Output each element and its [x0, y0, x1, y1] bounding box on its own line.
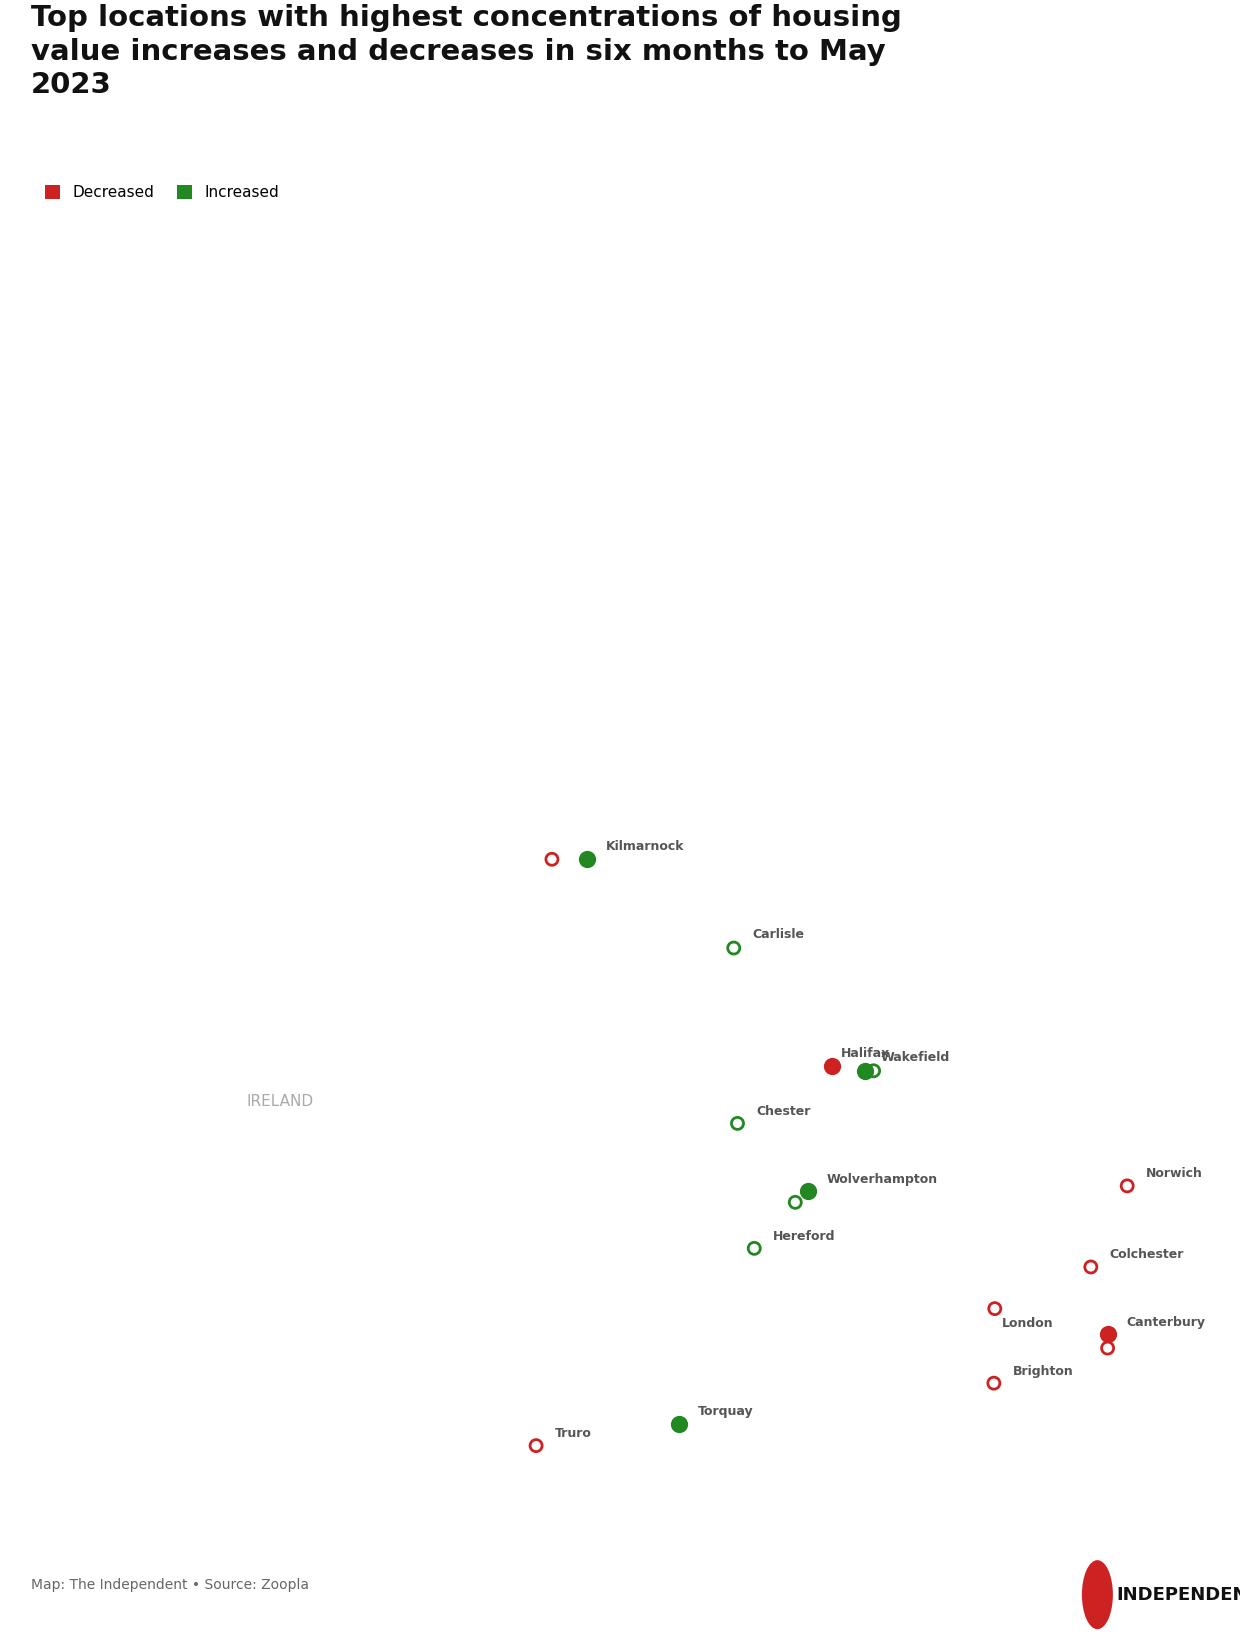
Ellipse shape — [1081, 1560, 1114, 1629]
Legend: Decreased, Increased: Decreased, Increased — [38, 179, 285, 206]
Point — [856, 1057, 875, 1083]
Text: Truro: Truro — [554, 1427, 591, 1440]
Text: Wakefield: Wakefield — [882, 1051, 950, 1064]
Text: Canterbury: Canterbury — [1126, 1317, 1205, 1330]
Text: Halifax: Halifax — [841, 1047, 890, 1060]
Point — [724, 935, 744, 962]
Text: Map: The Independent • Source: Zoopla: Map: The Independent • Source: Zoopla — [31, 1578, 309, 1591]
Point — [985, 1369, 1004, 1396]
Point — [822, 1054, 842, 1080]
Point — [1097, 1320, 1117, 1346]
Text: Top locations with highest concentrations of housing
value increases and decreas: Top locations with highest concentration… — [31, 5, 901, 99]
Point — [1117, 1172, 1137, 1198]
Text: Carlisle: Carlisle — [753, 929, 805, 942]
Text: Hereford: Hereford — [773, 1230, 836, 1243]
Text: Brighton: Brighton — [1013, 1365, 1074, 1378]
Point — [542, 847, 562, 873]
Text: Chester: Chester — [756, 1105, 811, 1118]
Text: Norwich: Norwich — [1146, 1167, 1203, 1180]
Point — [744, 1235, 764, 1261]
Text: IRELAND: IRELAND — [246, 1093, 314, 1110]
Point — [578, 847, 598, 873]
Text: Wolverhampton: Wolverhampton — [827, 1172, 939, 1185]
Text: Colchester: Colchester — [1110, 1248, 1184, 1261]
Point — [985, 1295, 1004, 1322]
Point — [1081, 1254, 1101, 1281]
Text: London: London — [1002, 1317, 1054, 1330]
Point — [668, 1411, 688, 1437]
Point — [864, 1057, 884, 1083]
Text: INDEPENDENT: INDEPENDENT — [1116, 1586, 1240, 1603]
Point — [799, 1179, 818, 1205]
Point — [526, 1432, 546, 1458]
Text: Torquay: Torquay — [697, 1406, 753, 1419]
Text: Kilmarnock: Kilmarnock — [606, 840, 684, 853]
Point — [1097, 1335, 1117, 1361]
Point — [728, 1110, 748, 1136]
Point — [785, 1189, 805, 1215]
